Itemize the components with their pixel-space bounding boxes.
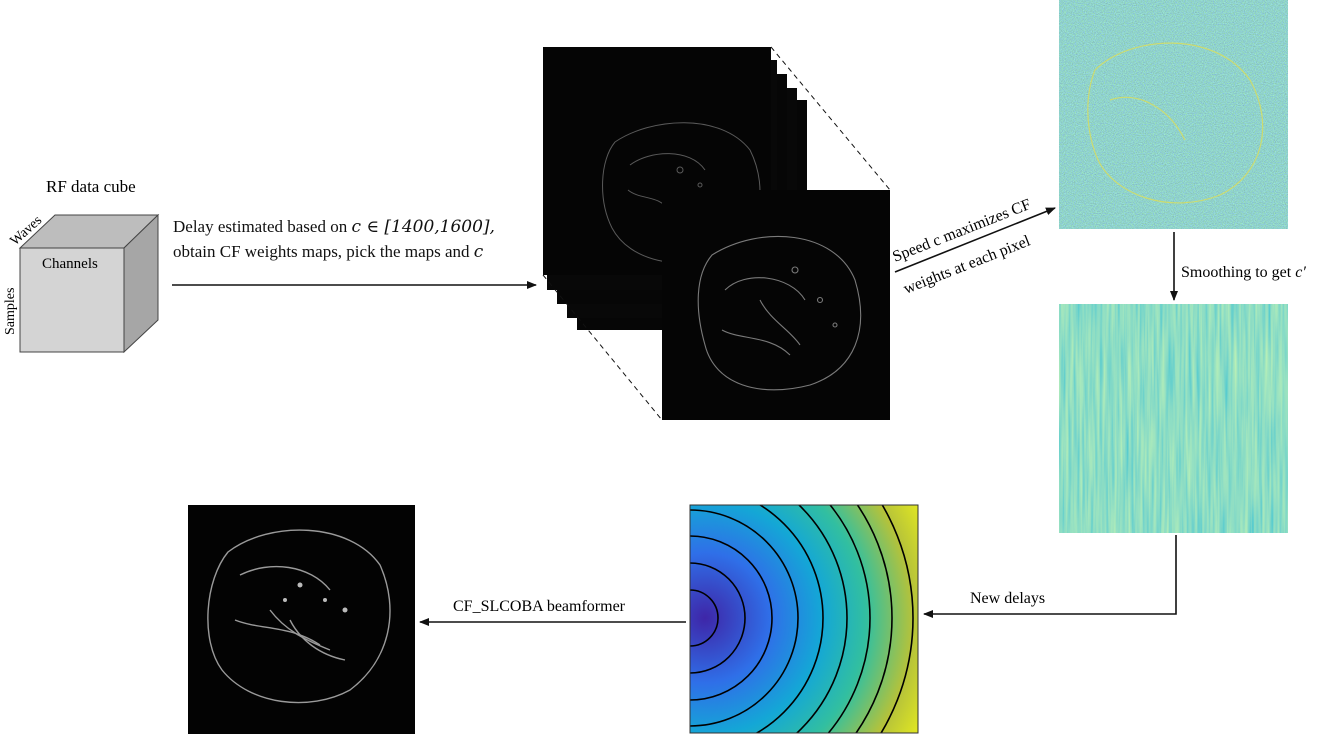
- delay-map: [690, 505, 918, 733]
- smoothed-c-prime-map: [1059, 304, 1288, 533]
- speed-range: c ∈ [1400,1600],: [351, 217, 495, 237]
- speed-var: c: [473, 242, 484, 262]
- cf-weight-map-stack: [542, 46, 891, 421]
- cube-title: RF data cube: [46, 177, 136, 196]
- cube-front-face: [19, 247, 125, 353]
- arrow-new-delays: [923, 535, 1177, 618]
- delay-estimate-label-line1: Delay estimated based on c ∈ [1400,1600]…: [173, 218, 495, 236]
- cube-label-channels: Channels: [42, 256, 98, 272]
- smoothing-label-var: c′: [1295, 264, 1306, 281]
- cf-weights-text: obtain CF weights maps, pick the maps an…: [173, 242, 470, 261]
- projection-line-top: [770, 46, 891, 191]
- cube-label-samples: Samples: [3, 288, 18, 335]
- delay-estimate-label-line2: obtain CF weights maps, pick the maps an…: [173, 243, 483, 261]
- projection-line-bottom: [542, 274, 663, 421]
- smoothing-label-text: Smoothing to get: [1181, 264, 1292, 281]
- delay-estimate-text: Delay estimated based on: [173, 217, 348, 236]
- beamformed-output-image: [188, 505, 415, 734]
- speed-c-map: [1059, 0, 1288, 229]
- selected-cf-map: [662, 190, 890, 420]
- beamformer-label: CF_SLCOBA beamformer: [453, 598, 626, 615]
- rf-data-cube: [18, 213, 160, 354]
- selected-map-heart-contours: [697, 235, 862, 391]
- smoothing-label: Smoothing to get c′: [1181, 264, 1306, 281]
- delay-map-frame: [689, 504, 919, 734]
- new-delays-label: New delays: [970, 590, 1045, 607]
- arrow-maps-to-speed: [894, 207, 1056, 273]
